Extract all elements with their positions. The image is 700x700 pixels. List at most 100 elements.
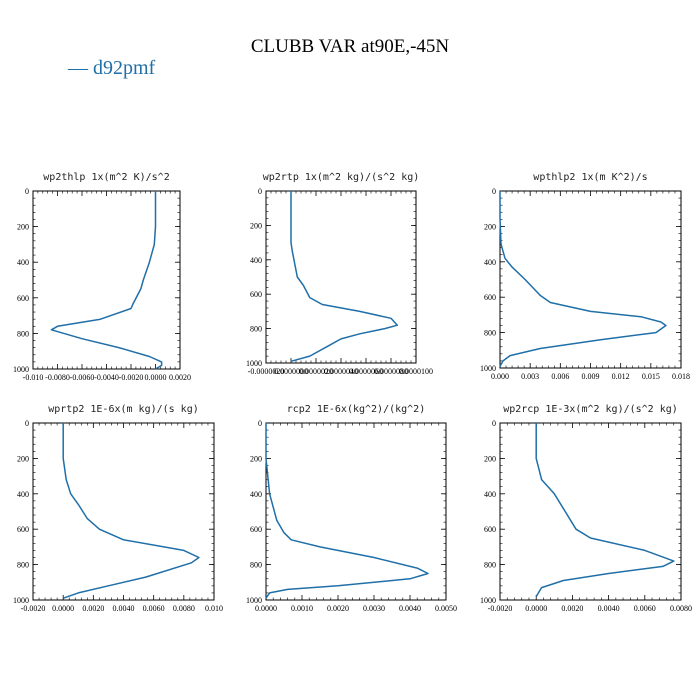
chart-panel-4: wprtp2 1E-6x(m kg)/(s kg) 0 200 400 600 800 10… xyxy=(13,404,223,613)
y-tick-label: 1000 xyxy=(13,365,29,374)
x-tick-label: 0.018 xyxy=(672,372,690,381)
y-tick-label: 600 xyxy=(250,290,262,299)
x-tick-label: 0.012 xyxy=(612,372,630,381)
y-tick-label: 400 xyxy=(17,490,29,499)
chart-panel-1: wp2thlp 1x(m^2 K)/s^202004006008001000-0… xyxy=(13,172,191,382)
plot-frame xyxy=(32,190,181,370)
y-tick-label: 600 xyxy=(17,294,29,303)
x-tick-label: -0.0020 xyxy=(488,604,513,613)
y-tick-label: 800 xyxy=(250,561,262,570)
y-tick-label: 0 xyxy=(25,419,29,428)
x-tick-label: 0.0000040 xyxy=(324,367,358,376)
x-tick-label: -0.0040 xyxy=(94,373,119,382)
x-tick-label: 0.0060 xyxy=(634,604,656,613)
x-tick-label: 0.015 xyxy=(642,372,660,381)
series-line-d92pmf xyxy=(62,423,200,599)
x-tick-label: 0.000 xyxy=(491,372,509,381)
y-tick-label: 800 xyxy=(484,561,496,570)
plot-frame xyxy=(32,422,215,601)
x-tick-label: 0.0000 xyxy=(52,604,74,613)
y-tick-label: 0 xyxy=(492,419,496,428)
page-title: CLUBB VAR at90E,-45N xyxy=(250,36,450,57)
x-tick-label: -0.0020 xyxy=(119,373,144,382)
x-tick-label: 0.0000020 xyxy=(299,367,333,376)
y-tick-label: 600 xyxy=(484,293,496,302)
x-tick-label: 0.010 xyxy=(205,604,223,613)
y-tick-label: 400 xyxy=(17,258,29,267)
x-tick-label: 0.0000000 xyxy=(274,367,308,376)
y-tick-label: 200 xyxy=(17,223,29,232)
x-tick-label: 0.003 xyxy=(521,372,539,381)
y-tick-label: 800 xyxy=(17,329,29,338)
y-tick-label: 200 xyxy=(484,222,496,231)
x-tick-label: 0.0000100 xyxy=(399,367,433,376)
y-tick-label: 0 xyxy=(492,187,496,196)
y-tick-label: 200 xyxy=(250,454,262,463)
series-line-d92pmf xyxy=(50,191,163,370)
x-tick-label: -0.010 xyxy=(23,373,44,382)
y-tick-label: 200 xyxy=(250,221,262,230)
x-tick-label: 0.0080 xyxy=(670,604,692,613)
y-tick-label: 400 xyxy=(484,490,496,499)
y-tick-label: 600 xyxy=(17,525,29,534)
x-tick-label: 0.0040 xyxy=(113,604,135,613)
y-tick-label: 800 xyxy=(17,561,29,570)
chart-panel-5: rcp2 1E-6x(kg^2)/(kg^2) 0 200 400 600 800 1000… xyxy=(246,404,457,613)
x-tick-label: 0.0010 xyxy=(291,604,313,613)
y-tick-label: 200 xyxy=(484,454,496,463)
plot-frame xyxy=(499,422,682,601)
y-tick-label: 600 xyxy=(250,525,262,534)
y-tick-label: 400 xyxy=(484,258,496,267)
panel-title: wpthlp2 1x(m K^2)/s xyxy=(533,172,647,183)
x-tick-label: 0.0040 xyxy=(399,604,421,613)
x-tick-label: 0.0020 xyxy=(82,604,104,613)
x-tick-label: -0.0000020 xyxy=(248,367,285,376)
chart-panel-3: wpthlp2 1x(m K^2)/s020040060080010000.00… xyxy=(480,172,690,381)
legend-entry: — d92pmf xyxy=(68,57,156,79)
y-tick-label: 1000 xyxy=(480,364,496,373)
x-tick-label: 0.0020 xyxy=(561,604,583,613)
y-tick-label: 0 xyxy=(258,187,262,196)
y-tick-label: 1000 xyxy=(246,596,262,605)
y-tick-label: 400 xyxy=(250,490,262,499)
y-tick-label: 200 xyxy=(17,454,29,463)
chart-panel-6: wp2rcp 1E-3x(m^2 kg)/(s^2 kg) 0 200 400 600 8… xyxy=(480,404,692,613)
y-tick-label: 400 xyxy=(250,256,262,265)
y-tick-label: 600 xyxy=(484,525,496,534)
panel-title: wp2thlp 1x(m^2 K)/s^2 xyxy=(43,172,169,183)
y-tick-label: 0 xyxy=(25,187,29,196)
series-line-d92pmf xyxy=(290,191,399,363)
panel-title: wprtp2 1E-6x(m kg)/(s kg) xyxy=(48,404,199,415)
panel-title: wp2rtp 1x(m^2 kg)/(s^2 kg) xyxy=(263,172,420,183)
plot-frame xyxy=(265,422,447,601)
x-tick-label: 0.0000 xyxy=(145,373,167,382)
x-tick-label: 0.006 xyxy=(551,372,569,381)
x-tick-label: 0.0000 xyxy=(525,604,547,613)
x-tick-label: 0.0000060 xyxy=(349,367,383,376)
x-tick-label: 0.0080 xyxy=(173,604,195,613)
x-tick-label: -0.0060 xyxy=(70,373,95,382)
x-tick-label: -0.0080 xyxy=(45,373,70,382)
plot-frame xyxy=(265,190,417,364)
series-line-d92pmf xyxy=(265,423,429,599)
chart-panel-2: wp2rtp 1x(m^2 kg)/(s^2 kg)0 200 400 600 800 1… xyxy=(246,172,433,376)
y-tick-label: 800 xyxy=(250,325,262,334)
x-tick-label: 0.0000 xyxy=(255,604,277,613)
x-tick-label: 0.0050 xyxy=(435,604,457,613)
x-tick-label: 0.0040 xyxy=(598,604,620,613)
series-line-d92pmf xyxy=(499,191,667,367)
x-tick-label: 0.0060 xyxy=(143,604,165,613)
x-tick-label: 0.0030 xyxy=(363,604,385,613)
y-tick-label: 1000 xyxy=(480,596,496,605)
x-tick-label: 0.0020 xyxy=(169,373,191,382)
x-tick-label: 0.009 xyxy=(582,372,600,381)
panel-title: wp2rcp 1E-3x(m^2 kg)/(s^2 kg) xyxy=(503,404,678,415)
panel-title: rcp2 1E-6x(kg^2)/(kg^2) xyxy=(287,404,425,415)
x-tick-label: -0.0020 xyxy=(21,604,46,613)
y-tick-label: 0 xyxy=(258,419,262,428)
series-line-d92pmf xyxy=(535,423,675,597)
y-tick-label: 800 xyxy=(484,329,496,338)
y-tick-label: 1000 xyxy=(13,596,29,605)
x-tick-label: 0.0020 xyxy=(327,604,349,613)
